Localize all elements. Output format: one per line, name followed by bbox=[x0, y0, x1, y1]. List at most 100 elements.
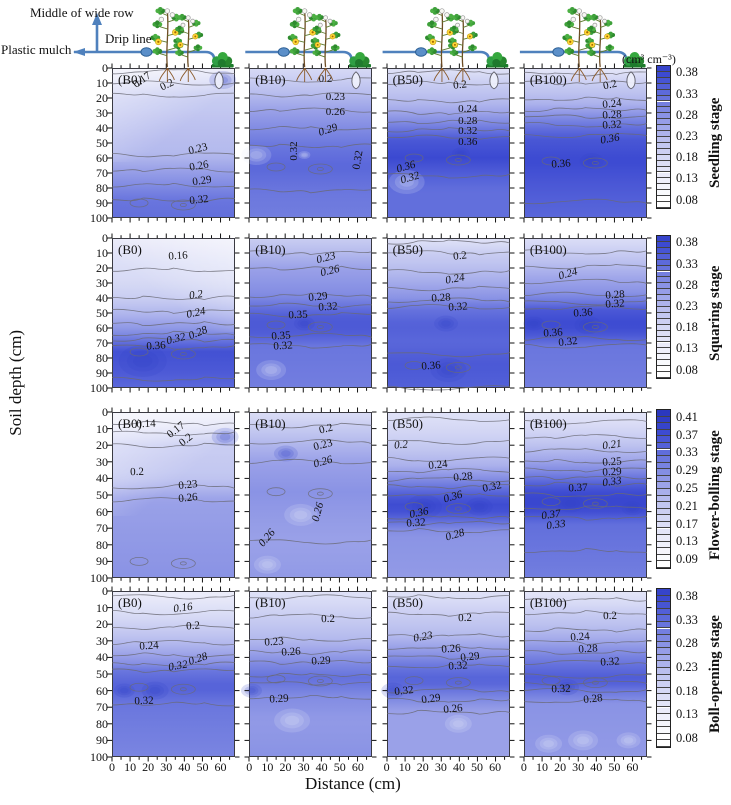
contour-plot-svg bbox=[380, 586, 515, 762]
x-tick: 0 bbox=[246, 760, 253, 774]
colorbar-segment bbox=[657, 442, 670, 450]
colorbar-tick: 0.25 bbox=[676, 481, 698, 495]
colorbar-segment bbox=[657, 615, 670, 622]
contour-panel-boll-opening-b50: (B50) 0.2 0.23 0.26 0.29 0.32 0.32 0.29 0.26 bbox=[380, 586, 515, 762]
contour-label: 0.2 bbox=[317, 421, 334, 437]
y-tick: 0 bbox=[102, 405, 108, 419]
colorbar-segment bbox=[657, 336, 670, 343]
contour-label: 0.2 bbox=[458, 611, 473, 624]
contour-label: 0.32 bbox=[272, 339, 293, 353]
contour-label: 0.29 bbox=[191, 173, 213, 188]
y-tick: 10 bbox=[96, 246, 108, 260]
y-tick: 0 bbox=[102, 61, 108, 75]
contour-label: 0.32 bbox=[189, 193, 210, 207]
colorbar-segment bbox=[657, 142, 670, 149]
colorbar-segment bbox=[657, 707, 670, 715]
panel-label: (B100) bbox=[529, 416, 567, 431]
y-tick: 80 bbox=[96, 716, 108, 731]
contour-panel-flower-bolling-b0: (B0) 0.14 0.17 0.2 0.2 0.23 0.26 bbox=[107, 407, 240, 583]
colorbar-segment bbox=[657, 635, 670, 642]
colorbar-segment bbox=[657, 548, 670, 555]
colorbar-tick: 0.23 bbox=[676, 660, 698, 674]
colorbar-segment bbox=[657, 190, 670, 197]
contour-label: 0.36 bbox=[599, 130, 621, 147]
colorbar-segment bbox=[657, 101, 670, 108]
x-tick: 30 bbox=[434, 760, 447, 774]
colorbar-segment bbox=[657, 271, 670, 278]
colorbar-segment bbox=[657, 602, 670, 609]
colorbar-segment bbox=[657, 236, 670, 242]
contour-panel-seedling-b100: (B100) 0.2 0.24 0.28 0.32 0.36 0.36 bbox=[519, 63, 652, 223]
colorbar-segment bbox=[657, 508, 670, 516]
contour-label: 0.32 bbox=[599, 655, 621, 670]
panel-label: (B50) bbox=[392, 416, 423, 431]
y-tick: 90 bbox=[96, 196, 108, 210]
plastic-mulch-label: Plastic mulch bbox=[1, 42, 72, 57]
colorbar-segment bbox=[657, 528, 670, 536]
contour-label: 0.16 bbox=[168, 249, 189, 263]
y-tick: 80 bbox=[96, 537, 108, 552]
colorbar-segment bbox=[657, 429, 670, 437]
colorbar-segment bbox=[657, 66, 670, 72]
colorbar-segment bbox=[657, 608, 670, 616]
y-tick: 40 bbox=[96, 650, 108, 665]
contour-panel-seedling-b10: (B10) 0.2 0.23 0.26 0.29 0.32 0.32 bbox=[241, 63, 377, 223]
colorbar-segment bbox=[657, 462, 670, 470]
colorbar-segment bbox=[657, 307, 670, 313]
contour-panel-squaring-b50: (B50) 0.2 0.24 0.28 0.32 0.36 bbox=[382, 233, 515, 393]
panel-label: (B0) bbox=[118, 595, 142, 610]
colorbar-tick: 0.09 bbox=[676, 552, 698, 567]
y-axis-title: Soil depth (cm) bbox=[6, 330, 25, 436]
x-tick: 30 bbox=[297, 760, 310, 774]
y-tick: 90 bbox=[96, 554, 108, 569]
contour-label: 0.24 bbox=[428, 458, 449, 473]
colorbar-unit-label: (cm³ cm⁻³) bbox=[622, 52, 676, 66]
y-tick: 40 bbox=[96, 121, 108, 135]
colorbar-segment bbox=[657, 654, 670, 662]
y-tick: 90 bbox=[96, 366, 108, 380]
colorbar-tick: 0.33 bbox=[676, 86, 698, 101]
y-tick-labels-3: 0 10 20 30 40 50 60 70 80 90 100 bbox=[78, 584, 108, 764]
x-tick: 40 bbox=[315, 760, 328, 774]
contour-label: 0.32 bbox=[393, 683, 415, 698]
colorbar-tick: 0.33 bbox=[676, 445, 698, 460]
y-tick: 0 bbox=[102, 231, 108, 245]
colorbar-segment bbox=[657, 482, 670, 489]
y-tick-labels-1: 0 10 20 30 40 50 60 70 80 90 100 bbox=[78, 231, 108, 395]
colorbar-segment bbox=[657, 648, 670, 655]
x-tick: 60 bbox=[214, 760, 227, 774]
x-tick: 50 bbox=[333, 760, 346, 774]
panel-label: (B100) bbox=[529, 595, 567, 610]
contour-label: 0.32 bbox=[349, 148, 366, 171]
y-tick: 10 bbox=[96, 600, 108, 615]
colorbar-segment bbox=[657, 247, 670, 254]
contour-label: 0.35 bbox=[288, 308, 309, 321]
panel-label: (B10) bbox=[255, 595, 286, 610]
colorbar-segment bbox=[657, 727, 670, 734]
colorbar-tick: 0.08 bbox=[676, 730, 698, 745]
x-tick: 10 bbox=[261, 760, 274, 774]
contour-label: 0.36 bbox=[458, 135, 478, 148]
stage-label-3: Boll-opening stage bbox=[707, 615, 723, 733]
colorbar-segment bbox=[657, 456, 670, 463]
colorbar-0 bbox=[656, 65, 671, 209]
x-tick: 60 bbox=[489, 760, 502, 774]
contour-plot-svg bbox=[244, 233, 377, 393]
colorbar-tick: 0.33 bbox=[676, 612, 698, 627]
y-tick: 70 bbox=[96, 700, 108, 715]
y-tick: 70 bbox=[96, 166, 108, 180]
colorbar-segment bbox=[657, 541, 670, 549]
contour-label: 0.2 bbox=[185, 619, 201, 633]
contour-panel-boll-opening-b10: (B10) 0.2 0.23 0.26 0.29 0.29 bbox=[241, 586, 377, 762]
y-tick: 30 bbox=[96, 454, 108, 469]
colorbar-segment bbox=[657, 366, 670, 373]
y-tick: 70 bbox=[96, 336, 108, 350]
middle-of-wide-row-label: Middle of wide row bbox=[30, 5, 134, 20]
contour-label: 0.2 bbox=[602, 77, 618, 92]
colorbar-segment bbox=[657, 687, 670, 695]
colorbar-segment bbox=[657, 148, 670, 155]
contour-label: 0.24 bbox=[458, 102, 478, 115]
x-tick: 50 bbox=[196, 760, 209, 774]
contour-label: 0.32 bbox=[604, 297, 625, 311]
panel-label: (B0) bbox=[118, 242, 142, 257]
